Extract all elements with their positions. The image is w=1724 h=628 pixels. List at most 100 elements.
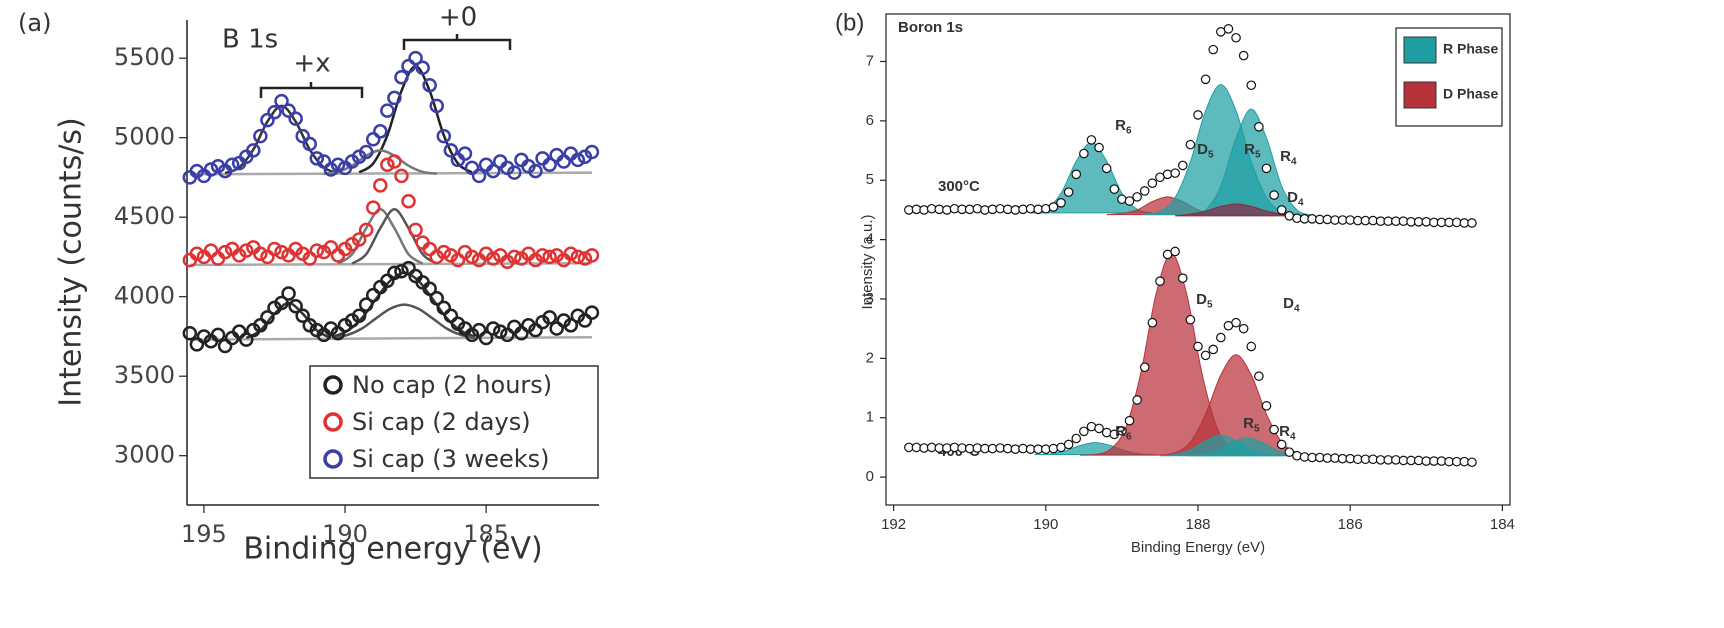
- data-point: [478, 330, 494, 346]
- y-tick-label: 6: [866, 112, 874, 129]
- data-point: [281, 103, 296, 118]
- data-point: [239, 243, 254, 258]
- y-tick-label: 5000: [114, 123, 175, 151]
- data-point: [189, 246, 205, 262]
- data-point: [436, 128, 452, 144]
- component-label: R: [1115, 423, 1126, 440]
- data-point: [302, 251, 318, 266]
- component-label-sub: 5: [1255, 150, 1261, 161]
- data-point: [1177, 273, 1188, 284]
- data-point: [1200, 350, 1211, 361]
- component-label-sub: 6: [1126, 126, 1132, 137]
- data-point: [563, 318, 579, 333]
- data-point: [542, 157, 557, 172]
- y-tick-label: 0: [866, 468, 874, 485]
- data-point: [394, 168, 409, 184]
- data-point: [570, 152, 586, 168]
- data-point: [584, 305, 600, 320]
- y-tick-label: 2: [866, 349, 874, 366]
- data-point: [1079, 426, 1089, 437]
- data-point: [309, 243, 325, 258]
- data-point: [231, 324, 247, 339]
- data-point: [394, 263, 409, 279]
- data-point: [387, 265, 402, 281]
- data-point: [1041, 203, 1051, 214]
- data-point: [1231, 32, 1241, 43]
- data-point: [358, 222, 374, 238]
- data-point: [1284, 447, 1295, 457]
- data-point: [563, 246, 579, 262]
- data-point: [535, 248, 550, 263]
- component-label: R: [1280, 148, 1291, 165]
- data-point: [464, 160, 480, 176]
- data-point: [1208, 44, 1219, 55]
- panel-b: (b) Boron 1s Intensity (a.u.) Binding En…: [835, 9, 1515, 556]
- component-label-sub: 4: [1294, 304, 1300, 315]
- data-point: [253, 318, 268, 333]
- data-point: [972, 203, 983, 214]
- data-point: [1101, 163, 1112, 174]
- data-point: [485, 251, 501, 266]
- data-point: [1208, 344, 1219, 355]
- data-point: [1109, 184, 1120, 194]
- data-point: [1155, 276, 1165, 286]
- legend-label: Si cap (3 weeks): [352, 445, 549, 473]
- annotation: +0: [439, 3, 477, 33]
- data-point: [1200, 74, 1211, 85]
- data-point: [274, 93, 289, 109]
- data-point: [274, 244, 289, 260]
- y-tick-label: 4500: [114, 202, 175, 230]
- data-point: [281, 286, 296, 301]
- data-point: [1048, 202, 1059, 212]
- data-point: [492, 324, 508, 339]
- x-tick-label: 188: [1185, 516, 1210, 533]
- legend-label: D Phase: [1443, 86, 1498, 102]
- data-point: [401, 194, 416, 209]
- data-point: [288, 298, 303, 314]
- data-point: [1147, 178, 1158, 189]
- data-point: [260, 249, 275, 265]
- y-tick-label: 3: [866, 290, 874, 307]
- data-point: [239, 332, 254, 347]
- y-tick-label: 7: [866, 52, 874, 69]
- chart-title: Boron 1s: [898, 19, 963, 36]
- data-point: [528, 322, 543, 338]
- legend-swatch: [1403, 36, 1437, 64]
- x-tick-label: 192: [881, 516, 906, 533]
- data-point: [387, 90, 402, 106]
- data-point: [528, 163, 543, 179]
- data-point: [1063, 439, 1074, 450]
- data-point: [1276, 205, 1287, 215]
- data-point: [380, 157, 395, 172]
- data-point: [919, 205, 929, 215]
- component-label: D: [1197, 141, 1208, 158]
- fit-line: [189, 171, 592, 176]
- data-point: [542, 310, 557, 325]
- data-point: [373, 178, 388, 193]
- data-point: [358, 297, 374, 312]
- data-point: [1132, 395, 1142, 405]
- annotation: +x: [293, 49, 330, 79]
- component-label: D: [1283, 295, 1294, 312]
- data-point: [1139, 186, 1150, 196]
- data-point: [485, 321, 501, 336]
- x-tick-label: 186: [1338, 516, 1363, 533]
- y-tick-label: 1: [866, 409, 874, 426]
- data-point: [471, 322, 487, 338]
- data-point: [457, 146, 473, 161]
- data-point: [422, 77, 437, 93]
- legend-label: R Phase: [1443, 41, 1498, 57]
- data-point: [380, 273, 395, 289]
- data-point: [1147, 317, 1158, 328]
- data-point: [443, 308, 459, 324]
- data-point: [507, 249, 522, 265]
- data-point: [274, 295, 289, 311]
- data-point: [577, 251, 593, 266]
- data-point: [203, 243, 219, 258]
- data-point: [295, 308, 310, 324]
- data-point: [309, 151, 325, 166]
- fit-line: [333, 303, 476, 340]
- data-point: [210, 327, 226, 343]
- data-point: [1132, 192, 1142, 202]
